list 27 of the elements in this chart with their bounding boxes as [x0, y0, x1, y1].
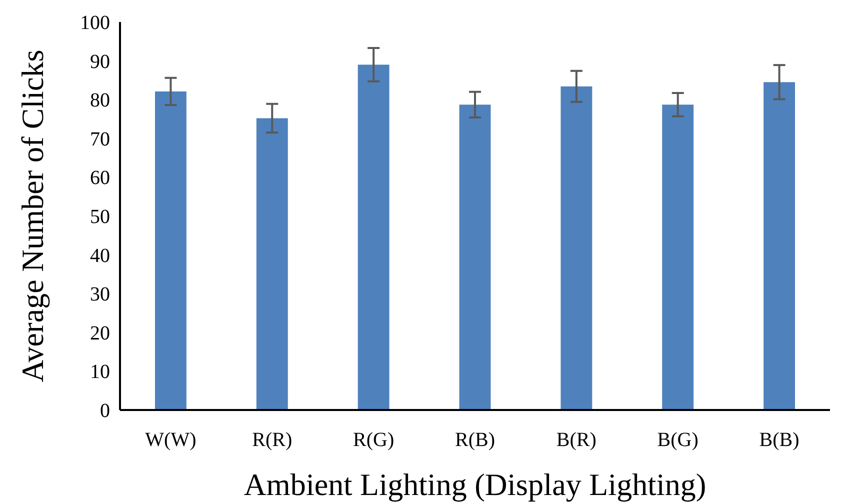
bar [154, 91, 186, 410]
x-tick-label: R(B) [455, 429, 495, 451]
x-tick-label: B(G) [657, 429, 698, 451]
x-tick-label: R(G) [353, 429, 394, 451]
y-tick-label: 0 [100, 400, 110, 422]
y-axis-title: Average Number of Clicks [15, 50, 50, 382]
x-tick-label: W(W) [145, 429, 196, 451]
y-tick-label: 50 [90, 206, 110, 228]
y-tick-label: 30 [90, 284, 110, 306]
bar [662, 104, 694, 410]
bar [459, 104, 491, 410]
x-tick-label: B(B) [759, 429, 800, 451]
y-tick-label: 70 [90, 128, 110, 150]
bar [764, 82, 796, 410]
y-tick-label: 100 [80, 12, 110, 34]
x-axis-title: Ambient Lighting (Display Lighting) [244, 467, 706, 502]
x-tick-label: B(R) [556, 429, 596, 451]
bar [256, 118, 288, 410]
y-tick-label: 80 [90, 90, 110, 112]
x-tick-label: R(R) [252, 429, 292, 451]
y-tick-label: 90 [90, 50, 110, 73]
bar [560, 86, 592, 410]
y-tick-label: 60 [90, 167, 110, 190]
y-tick-label: 40 [90, 244, 110, 267]
y-tick-label: 10 [90, 361, 110, 384]
bar [358, 64, 390, 410]
y-tick-label: 20 [90, 322, 110, 344]
